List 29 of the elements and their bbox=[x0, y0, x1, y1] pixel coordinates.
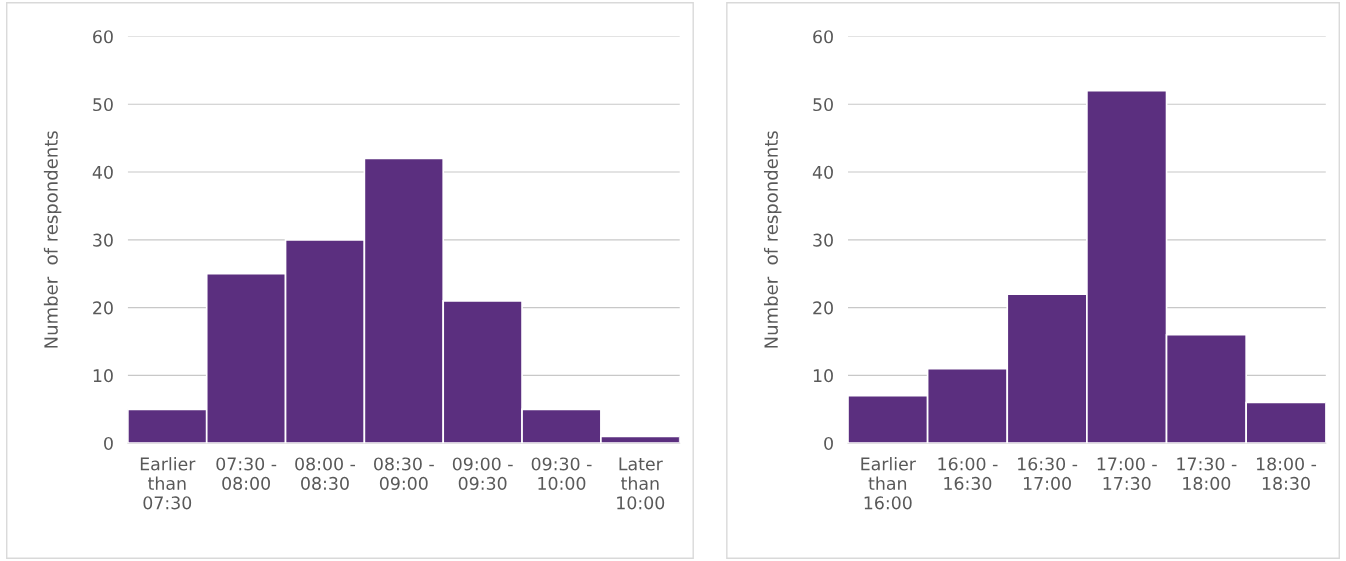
y-axis-title: Number of respondents bbox=[763, 131, 782, 348]
x-tick-label: Later than 10:00 bbox=[617, 457, 665, 510]
y-tick-label: 50 bbox=[93, 97, 113, 112]
y-tick-label: 30 bbox=[93, 233, 113, 247]
y-tick-label: 10 bbox=[93, 369, 113, 383]
y-tick-label: 50 bbox=[813, 97, 833, 112]
y-tick-label: 40 bbox=[92, 165, 113, 179]
y-tick-label: 10 bbox=[813, 369, 833, 383]
y-tick-label: 40 bbox=[812, 165, 833, 179]
y-tick-label: 60 bbox=[813, 30, 833, 44]
x-tick-label: 08:30 - 09:00 bbox=[374, 457, 434, 490]
x-tick-label: 16:30 - 17:00 bbox=[1018, 457, 1078, 490]
x-tick-label: 18:00 - 18:30 bbox=[1256, 457, 1317, 490]
y-tick-label: 20 bbox=[93, 301, 113, 315]
x-tick-label: 17:00 - 17:30 bbox=[1097, 457, 1157, 490]
x-tick-label: 16:00 - 16:30 bbox=[938, 457, 998, 490]
x-tick-label: 07:30 - 08:00 bbox=[216, 457, 277, 490]
x-tick-label: 09:00 - 09:30 bbox=[452, 457, 513, 490]
x-tick-label: 09:30 - 10:00 bbox=[531, 457, 592, 490]
x-tick-label: Earlier than 07:30 bbox=[140, 457, 196, 510]
y-tick-label: 20 bbox=[813, 301, 833, 315]
y-tick-label: 30 bbox=[813, 233, 833, 247]
y-tick-label: 60 bbox=[93, 30, 113, 44]
x-tick-label: Earlier than 16:00 bbox=[861, 457, 916, 510]
y-axis-title: Number of respondents bbox=[43, 131, 62, 348]
x-tick-label: 08:00 - 08:30 bbox=[295, 457, 356, 490]
y-tick-label: 0 bbox=[104, 436, 113, 451]
y-tick-label: 0 bbox=[824, 436, 833, 451]
x-tick-label: 17:30 - 18:00 bbox=[1177, 457, 1237, 490]
